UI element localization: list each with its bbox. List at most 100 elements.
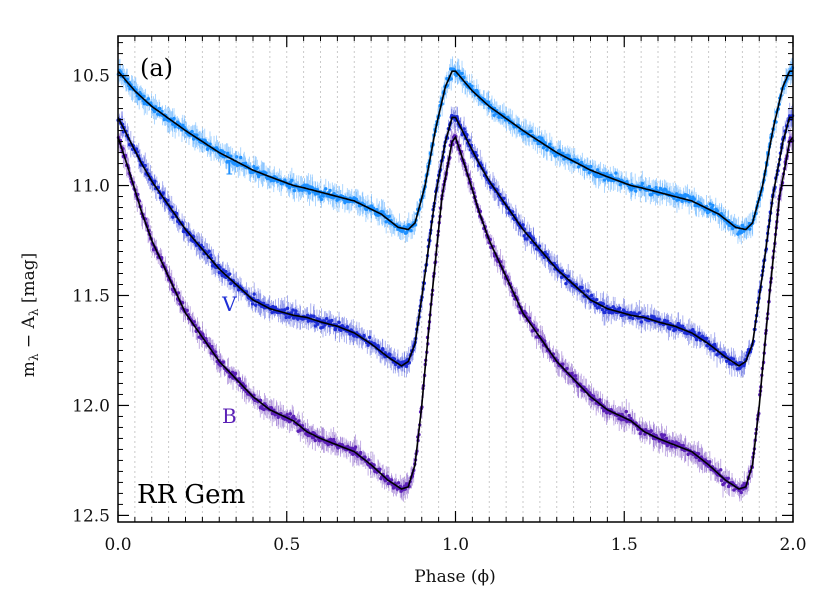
data-point xyxy=(731,357,736,361)
data-point xyxy=(221,360,225,364)
data-point xyxy=(618,306,622,310)
data-point xyxy=(285,412,289,417)
data-point xyxy=(381,348,385,352)
data-point xyxy=(561,151,565,156)
data-point xyxy=(600,307,605,312)
data-point xyxy=(601,302,606,306)
data-point xyxy=(315,322,320,326)
data-point xyxy=(162,117,166,122)
data-point xyxy=(331,437,336,442)
data-point xyxy=(297,419,301,423)
data-points xyxy=(116,56,795,502)
data-point xyxy=(739,230,744,235)
data-point xyxy=(680,199,684,204)
data-point xyxy=(567,154,571,158)
data-point xyxy=(313,324,318,328)
data-point xyxy=(557,148,562,153)
data-point xyxy=(586,289,590,293)
data-point xyxy=(367,335,372,340)
data-point xyxy=(312,314,316,319)
data-point xyxy=(529,129,533,133)
data-point xyxy=(285,306,290,311)
data-point xyxy=(243,161,248,166)
data-point xyxy=(385,474,389,479)
data-point xyxy=(404,364,409,369)
data-point xyxy=(210,344,214,349)
data-point xyxy=(381,210,385,214)
data-point xyxy=(739,365,743,369)
data-point xyxy=(634,189,638,193)
data-point xyxy=(224,269,228,274)
data-point xyxy=(688,195,692,199)
data-point xyxy=(250,302,255,306)
data-point xyxy=(134,147,139,151)
data-point xyxy=(654,186,658,190)
data-point xyxy=(294,309,298,313)
data-point xyxy=(283,308,287,312)
data-point xyxy=(190,129,194,134)
data-point xyxy=(527,231,532,236)
data-point xyxy=(290,178,294,183)
data-point xyxy=(560,269,564,273)
data-point xyxy=(137,96,141,101)
data-point xyxy=(396,481,401,485)
data-point xyxy=(195,133,199,137)
data-point xyxy=(657,317,661,322)
data-point xyxy=(284,315,288,320)
data-point xyxy=(236,288,241,292)
data-point xyxy=(537,135,541,139)
data-point xyxy=(647,185,651,189)
data-point xyxy=(309,314,313,318)
data-point xyxy=(358,450,363,455)
data-point xyxy=(222,150,226,155)
data-point xyxy=(324,316,329,321)
data-point xyxy=(312,435,316,440)
data-point xyxy=(401,229,405,233)
data-point xyxy=(252,292,256,296)
data-point xyxy=(375,208,379,212)
data-point xyxy=(540,136,544,140)
data-point xyxy=(649,192,654,197)
data-point xyxy=(704,336,709,341)
data-point xyxy=(588,164,593,169)
data-point xyxy=(288,412,292,416)
data-point xyxy=(153,179,157,184)
data-point xyxy=(192,320,196,324)
data-point xyxy=(603,310,607,315)
data-point xyxy=(715,209,720,213)
data-point xyxy=(172,116,176,121)
data-point xyxy=(264,171,268,175)
data-point xyxy=(595,168,600,172)
data-point xyxy=(291,414,296,418)
data-point xyxy=(470,84,474,88)
data-point xyxy=(197,326,201,330)
data-point xyxy=(389,478,394,482)
data-point xyxy=(313,438,317,443)
data-point xyxy=(388,352,392,357)
data-point xyxy=(602,178,607,182)
data-point xyxy=(637,311,642,315)
data-point xyxy=(462,127,466,131)
data-point xyxy=(525,237,529,241)
data-point xyxy=(353,445,358,449)
data-point xyxy=(748,227,752,231)
data-point xyxy=(465,132,469,137)
data-point xyxy=(319,197,324,202)
data-point xyxy=(521,223,525,227)
data-point xyxy=(460,71,464,76)
data-point xyxy=(629,188,633,192)
data-point xyxy=(321,194,325,198)
data-point xyxy=(305,313,310,318)
data-point xyxy=(522,234,526,238)
data-point xyxy=(181,229,186,234)
data-point xyxy=(640,181,645,186)
data-point xyxy=(176,291,181,295)
data-point xyxy=(676,321,680,326)
data-point xyxy=(318,195,322,199)
data-point xyxy=(255,166,259,170)
data-point xyxy=(363,455,367,459)
data-point xyxy=(409,228,413,233)
data-point xyxy=(287,185,292,190)
data-point xyxy=(239,155,243,160)
data-point xyxy=(367,458,371,462)
